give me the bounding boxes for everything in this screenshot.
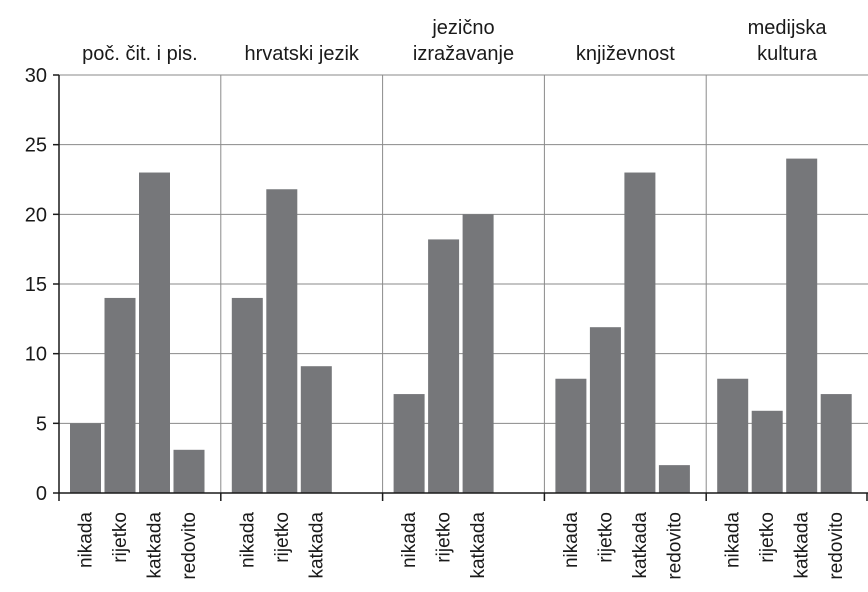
bar (173, 449, 205, 493)
y-tick-label: 25 (25, 135, 47, 157)
bar (70, 423, 101, 493)
category-label: katkada (630, 512, 651, 579)
bar (300, 366, 332, 493)
panel-title: jezično (431, 17, 494, 39)
bar (139, 172, 170, 494)
category-label: nikada (76, 512, 97, 568)
bar (624, 172, 656, 494)
category-label: nikada (399, 512, 420, 568)
y-tick-label: 15 (25, 274, 47, 296)
bar (266, 189, 298, 493)
category-label: katkada (468, 512, 489, 579)
y-tick-label: 0 (36, 483, 47, 505)
bar (717, 378, 749, 493)
category-label: katkada (792, 512, 813, 579)
y-tick-label: 10 (25, 344, 47, 366)
y-tick-label: 20 (25, 204, 47, 226)
category-label: redovito (179, 512, 200, 580)
category-label: rijetko (110, 512, 131, 563)
bar (751, 410, 783, 493)
category-label: redovito (664, 512, 685, 580)
panel-titles: poč. čit. i pis. hrvatski jezik jezično izr… (82, 17, 827, 65)
category-label: rijetko (272, 512, 293, 563)
panel-separators (220, 75, 707, 493)
panel-title: poč. čit. i pis. (82, 43, 198, 65)
panel-title: izražavanje (413, 43, 514, 65)
category-label: katkada (145, 512, 166, 579)
bar (428, 239, 460, 493)
y-tick-label: 5 (36, 413, 47, 435)
bar (589, 327, 621, 493)
bar (231, 297, 263, 493)
category-labels: nikada rijetko katkada redovito nikada rijetk… (76, 512, 848, 580)
bar (104, 297, 136, 493)
category-label: rijetko (434, 512, 455, 563)
category-label: rijetko (595, 512, 616, 563)
category-label: nikada (561, 512, 582, 568)
bar (393, 394, 425, 493)
bar (820, 394, 852, 493)
bars (70, 158, 852, 494)
bar (786, 158, 818, 493)
y-axis-ticks: 0 5 10 15 20 25 30 (25, 65, 59, 505)
category-label: nikada (237, 512, 258, 568)
category-label: katkada (306, 512, 327, 579)
panel-title: kultura (757, 43, 818, 65)
bar (658, 465, 690, 493)
panel-title: hrvatski jezik (244, 43, 359, 65)
panel-title: književnost (576, 43, 675, 65)
bar (462, 214, 494, 494)
category-label: rijetko (757, 512, 778, 563)
panel-title: medijska (748, 17, 828, 39)
bar (555, 378, 587, 493)
category-label: redovito (826, 512, 847, 580)
category-label: nikada (723, 512, 744, 568)
y-tick-label: 30 (25, 65, 47, 87)
